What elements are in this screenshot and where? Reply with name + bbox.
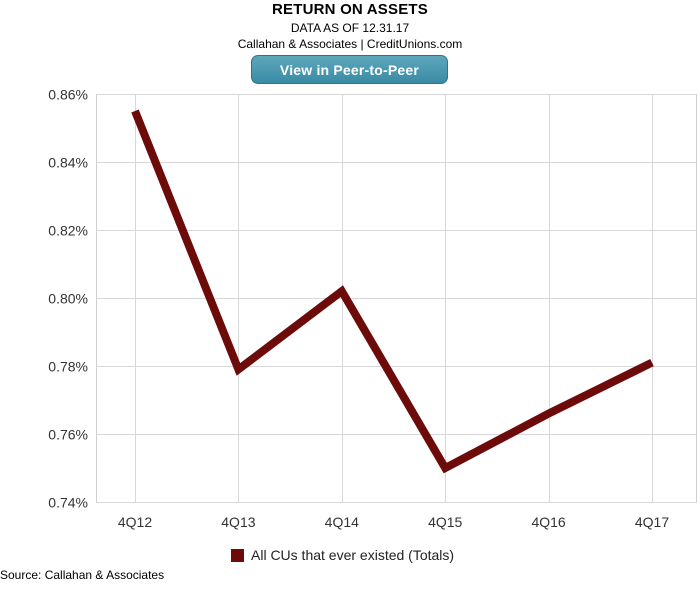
y-tick-label: 0.74% — [48, 495, 88, 511]
legend-item[interactable]: All CUs that ever existed (Totals) — [231, 546, 454, 564]
y-tick-label: 0.82% — [48, 223, 88, 239]
chart-credit: Callahan & Associates | CreditUnions.com — [237, 37, 463, 51]
x-tick-label: 4Q13 — [221, 514, 255, 530]
source-note: Source: Callahan & Associates — [0, 568, 165, 582]
x-tick-label: 4Q14 — [325, 514, 359, 530]
y-tick-label: 0.84% — [48, 155, 88, 171]
x-tick-label: 4Q12 — [118, 514, 152, 530]
x-axis-tick-labels: 4Q12 4Q13 4Q14 4Q15 4Q16 4Q17 — [118, 514, 669, 530]
y-tick-label: 0.86% — [48, 87, 88, 103]
series-layer — [131, 109, 654, 474]
y-axis-tick-labels: 0.74% 0.76% 0.78% 0.80% 0.82% 0.84% 0.86% — [48, 87, 88, 511]
view-in-peer-to-peer-button[interactable]: View in Peer-to-Peer — [251, 55, 448, 84]
y-tick-label: 0.76% — [48, 427, 88, 443]
grid-lines — [96, 94, 697, 503]
chart-subtitle: DATA AS OF 12.31.17 — [290, 21, 410, 35]
y-tick-label: 0.78% — [48, 359, 88, 375]
chart-title: RETURN ON ASSETS — [272, 1, 428, 18]
series-line — [131, 109, 654, 474]
x-tick-label: 4Q17 — [635, 514, 669, 530]
x-tick-label: 4Q16 — [531, 514, 565, 530]
legend-swatch — [231, 548, 244, 562]
x-tick-label: 4Q15 — [428, 514, 462, 530]
y-tick-label: 0.80% — [48, 291, 88, 307]
legend-label: All CUs that ever existed (Totals) — [251, 547, 455, 563]
